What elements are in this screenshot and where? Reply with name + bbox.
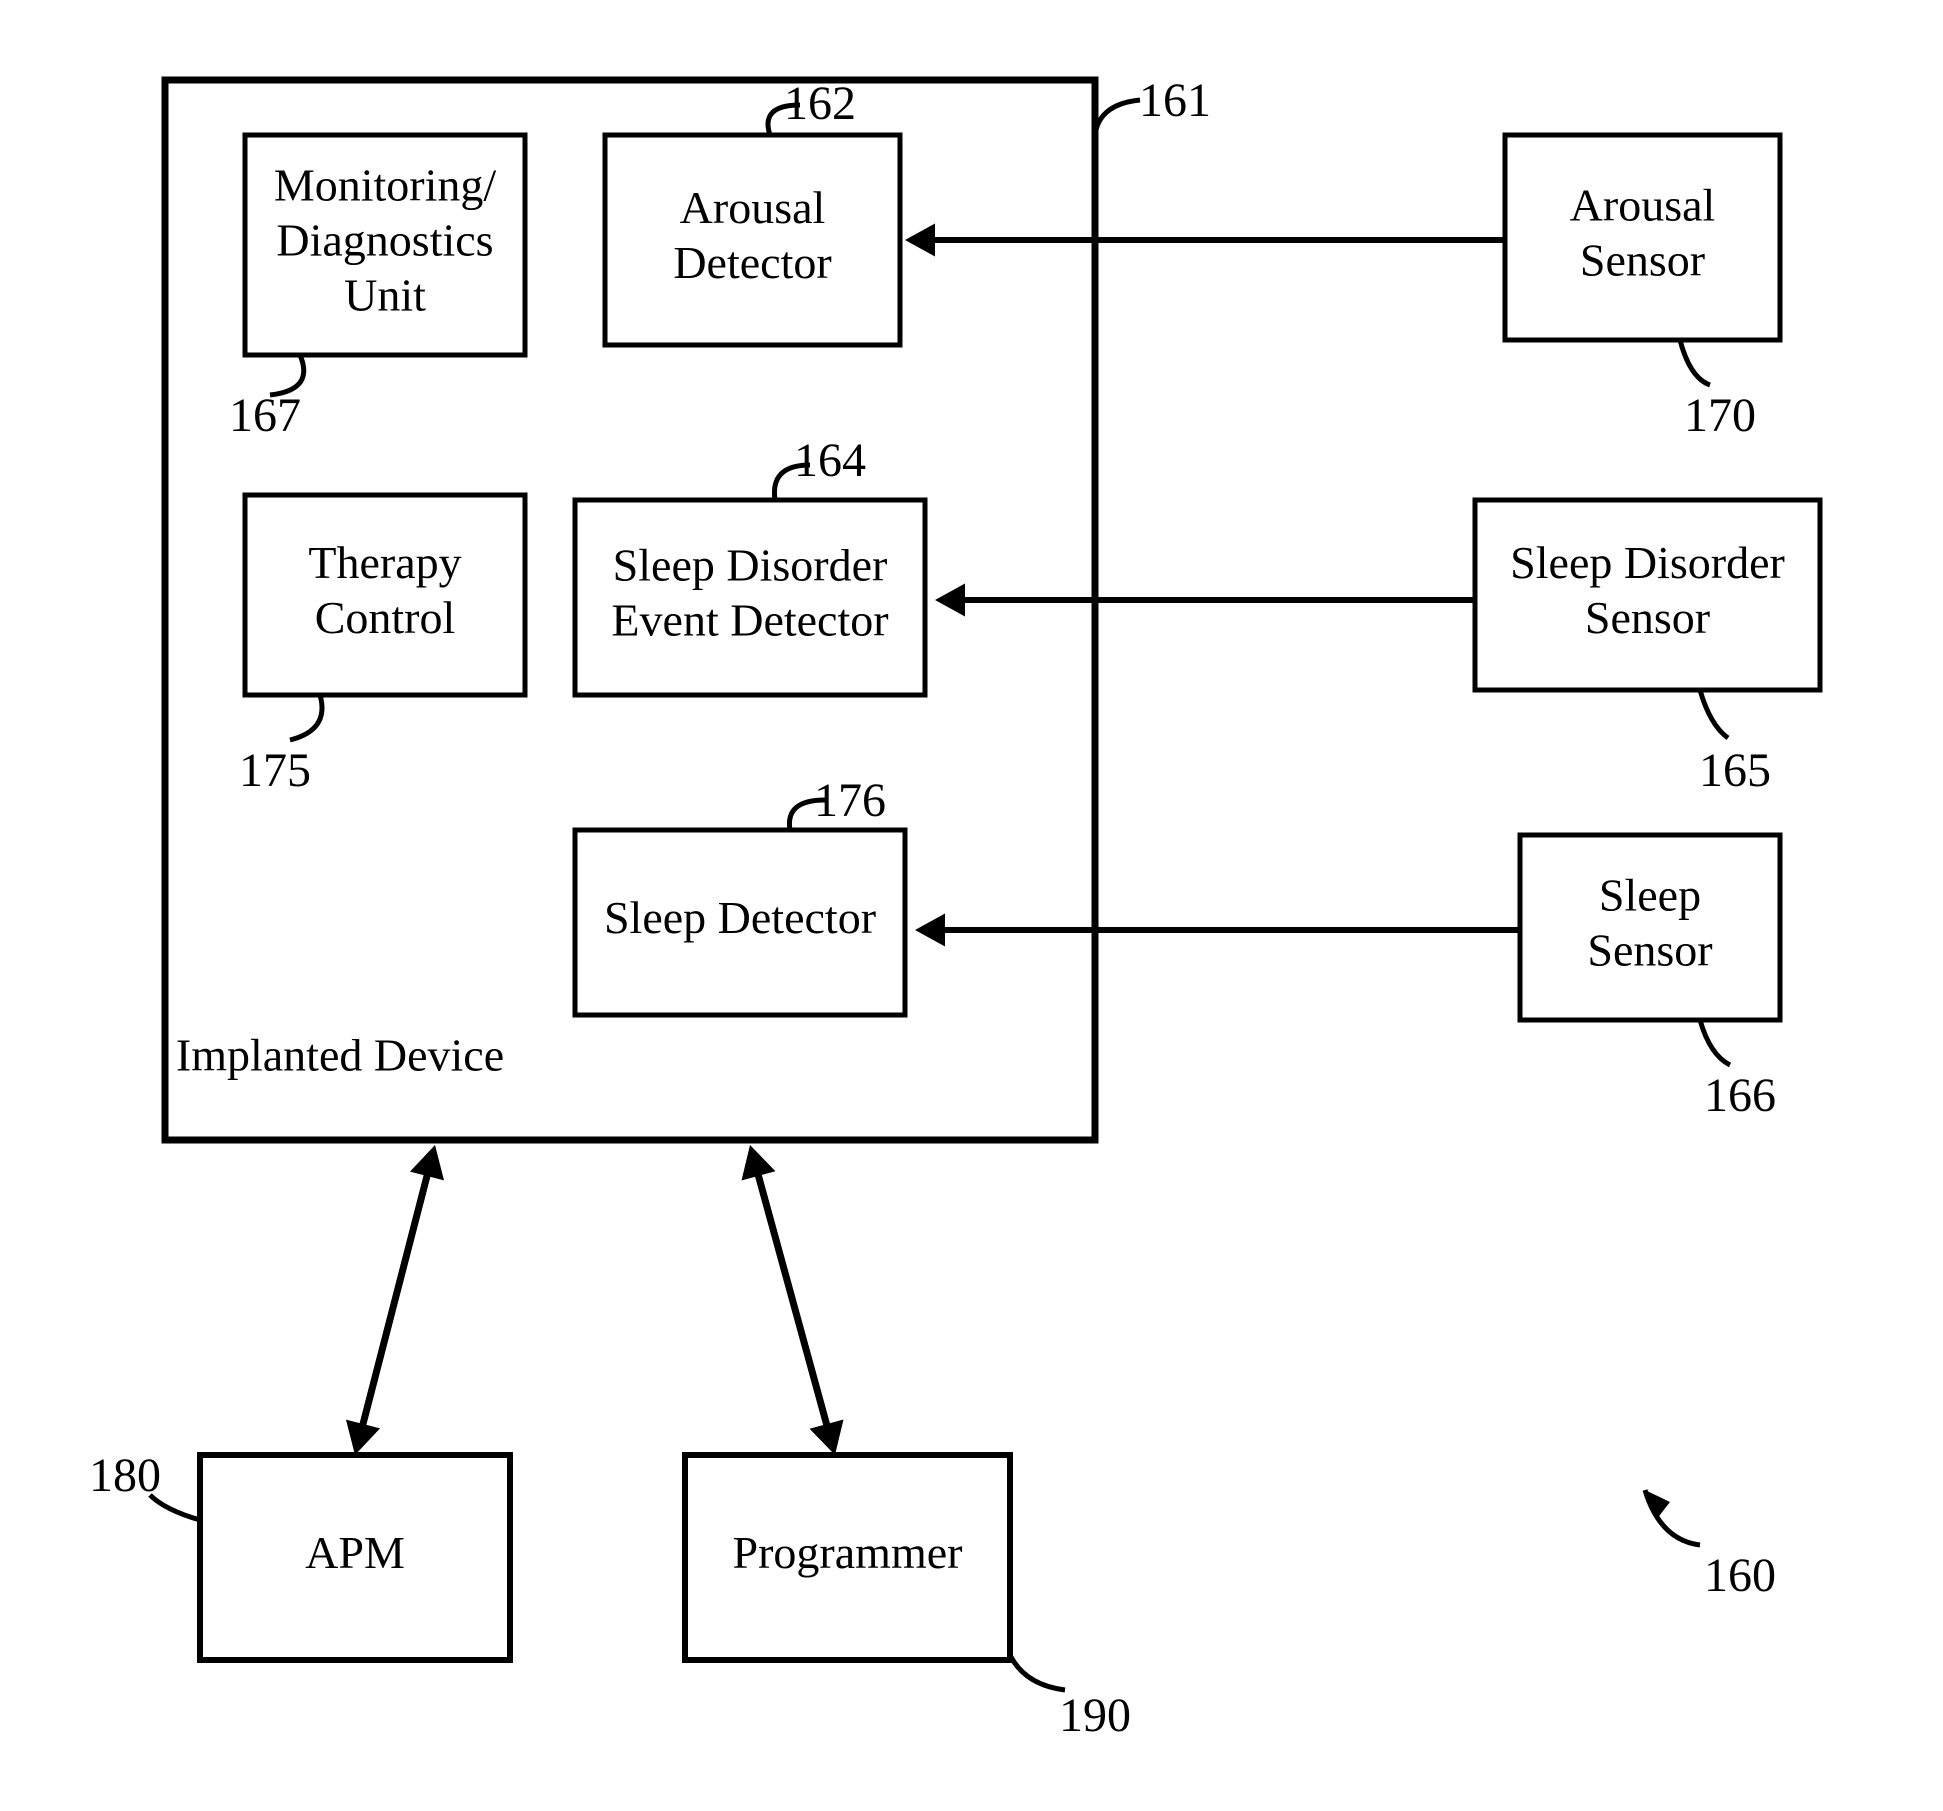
sleep-disorder-sensor-label: Sleep Disorder [1510, 537, 1785, 588]
sleep-detector-label: Sleep Detector [604, 892, 876, 943]
arousal-detector-label: Detector [673, 237, 831, 288]
apm-label: APM [305, 1527, 405, 1578]
monitoring-ref: 167 [229, 389, 301, 442]
sleep-disorder-detector-ref: 164 [794, 434, 866, 487]
sleep-sensor-callout [1700, 1020, 1730, 1065]
therapy-label: Control [315, 592, 456, 643]
monitoring-label: Unit [344, 270, 426, 321]
sleep-detector-ref: 176 [814, 774, 886, 827]
darrow-programmer-head-a [741, 1145, 775, 1181]
figure-ref: 160 [1704, 1549, 1776, 1602]
sleep-disorder-detector-label: Event Detector [611, 595, 888, 646]
implanted-device-ref: 161 [1139, 74, 1211, 127]
monitoring-label: Monitoring/ [274, 160, 497, 211]
programmer-callout [1010, 1655, 1065, 1690]
arousal-sensor-label: Arousal [1570, 180, 1716, 231]
sleep-sensor-ref: 166 [1704, 1069, 1776, 1122]
sleep-disorder-sensor-callout [1700, 690, 1728, 738]
implanted-device-callout [1095, 100, 1140, 150]
therapy-label: Therapy [308, 537, 461, 588]
monitoring-label: Diagnostics [276, 215, 493, 266]
implanted-device-label: Implanted Device [176, 1030, 504, 1081]
arousal-sensor-label: Sensor [1580, 235, 1705, 286]
apm-ref: 180 [89, 1449, 161, 1502]
darrow-apm [362, 1173, 428, 1427]
programmer-label: Programmer [733, 1527, 963, 1578]
darrow-apm-head-b [346, 1420, 380, 1455]
sleep-disorder-sensor-label: Sensor [1585, 592, 1710, 643]
sleep-sensor-label: Sleep [1599, 870, 1701, 921]
sleep-sensor-label: Sensor [1587, 925, 1712, 976]
programmer-ref: 190 [1059, 1689, 1131, 1742]
sleep-disorder-detector-label: Sleep Disorder [613, 540, 888, 591]
therapy-ref: 175 [239, 744, 311, 797]
sleep-disorder-sensor-ref: 165 [1699, 744, 1771, 797]
arousal-sensor-ref: 170 [1684, 389, 1756, 442]
darrow-apm-head-a [410, 1145, 444, 1180]
darrow-programmer-head-b [810, 1419, 844, 1455]
arousal-detector-label: Arousal [680, 182, 826, 233]
arousal-detector-ref: 162 [784, 77, 856, 130]
darrow-programmer [758, 1173, 828, 1427]
arousal-sensor-callout [1680, 340, 1710, 385]
